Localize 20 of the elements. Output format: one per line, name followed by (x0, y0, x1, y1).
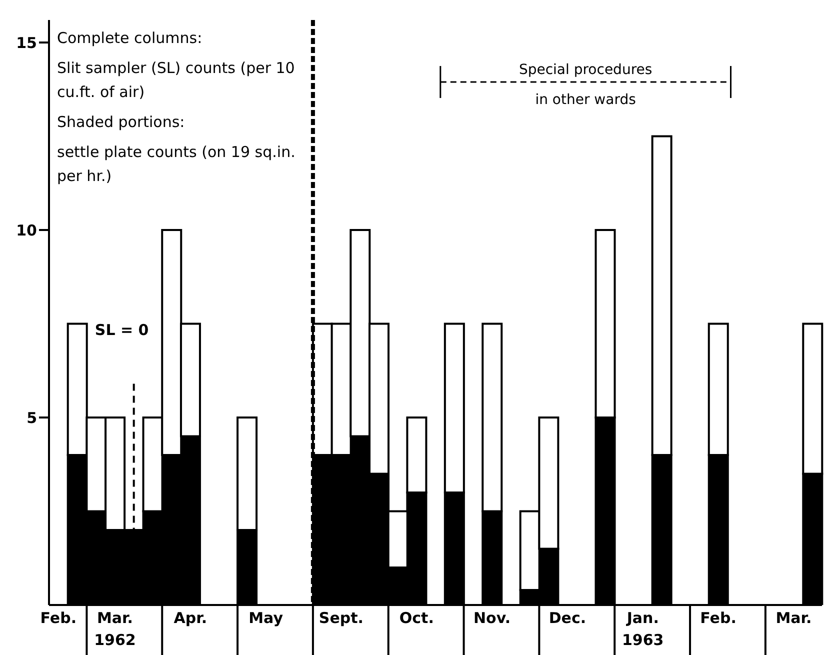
y-tick-label: 5 (26, 408, 37, 427)
annotation: Special procedures in other wards (518, 62, 652, 108)
x-tick-label: Oct. (399, 609, 434, 627)
annotation: Slit sampler (SL) counts (per 10 cu.ft. of air) (57, 58, 296, 103)
x-tick-label: Apr. (174, 609, 208, 627)
x-tick-label: Nov. (474, 609, 511, 627)
x-tick-label: Feb. (700, 609, 736, 627)
x-tick-label: Mar. (776, 609, 812, 627)
annotation: SL = 0 (94, 321, 149, 339)
x-tick-label: Feb. (40, 609, 77, 627)
annotation: Shaded portions: (57, 112, 186, 133)
annotation: Complete columns: (57, 28, 204, 49)
y-tick-label: 10 (16, 221, 37, 240)
x-tick-label: Jan. 1963 (622, 609, 664, 649)
y-tick-label: 15 (16, 34, 37, 52)
x-tick-label: Dec. (548, 609, 586, 627)
x-tick-label: Mar. 1962 (94, 609, 136, 649)
annotation: settle plate counts (on 19 sq.in. per hr.) (57, 142, 296, 187)
x-tick-label: Sept. (318, 609, 364, 627)
x-tick-label: May (248, 609, 284, 627)
